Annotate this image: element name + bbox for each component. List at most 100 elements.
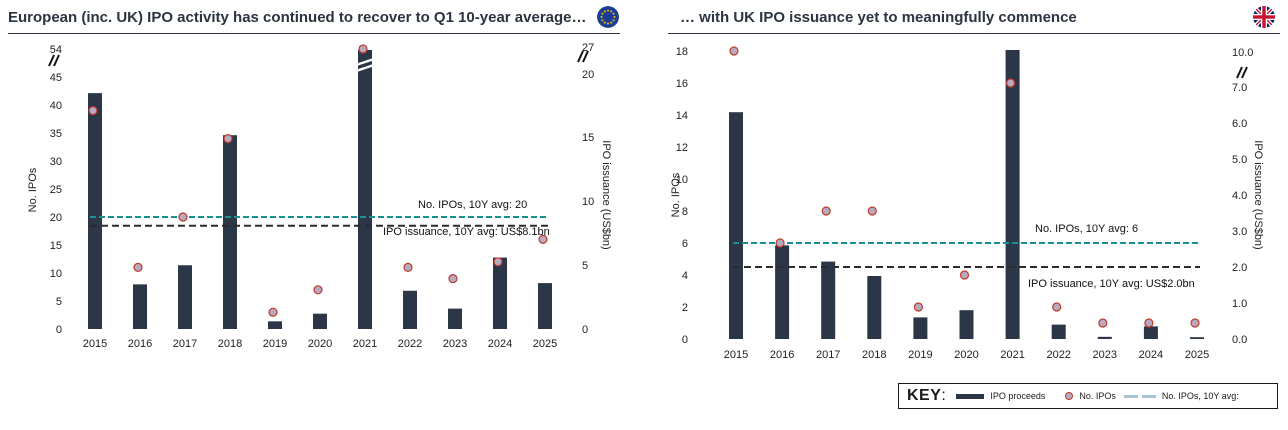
right-left-tick-label: 0	[682, 334, 688, 346]
left-ipo-count-dot	[268, 307, 278, 317]
right-ipo-avg-annotation: No. IPOs, 10Y avg: 6	[1035, 223, 1138, 235]
key-dash-swatch-2	[1141, 394, 1156, 398]
left-left-tick-label: 40	[50, 100, 62, 112]
left-ipo-count-dot	[448, 274, 458, 284]
right-ipo-count-dot	[775, 238, 785, 248]
right-chart-title: … with UK IPO issuance yet to meaningful…	[680, 9, 1077, 26]
left-left-tick-label: 20	[50, 212, 62, 224]
key-title-text: KEY	[907, 387, 942, 404]
left-right-tick-label: 10	[582, 196, 594, 208]
left-left-tick-label: 0	[56, 324, 62, 336]
right-left-tick-label: 16	[676, 78, 688, 90]
left-ipo-count-dot	[178, 212, 188, 222]
right-bar	[821, 261, 836, 339]
right-x-tick-label: 2023	[1093, 349, 1117, 361]
right-left-tick-label: 6	[682, 238, 688, 250]
right-x-tick-label: 2019	[908, 349, 932, 361]
left-bar	[313, 313, 327, 329]
left-left-tick-label: 25	[50, 184, 62, 196]
chart-key: KEY: IPO proceeds No. IPOs No. IPOs, 10Y…	[898, 383, 1278, 409]
left-chart-title: European (inc. UK) IPO activity has cont…	[8, 9, 587, 26]
right-right-tick-label: 7.0	[1232, 82, 1247, 94]
left-x-tick-label: 2020	[308, 338, 332, 350]
left-left-tick-label: 5	[56, 296, 62, 308]
left-ipo-count-dot	[223, 134, 233, 144]
right-x-tick-label: 2015	[724, 349, 748, 361]
left-bar	[448, 308, 462, 329]
right-x-tick-label: 2022	[1046, 349, 1070, 361]
key-bar-swatch	[956, 393, 985, 399]
right-bar	[1190, 337, 1204, 339]
right-right-tick-label: 2.0	[1232, 262, 1247, 274]
right-right-tick-label: 10.0	[1232, 47, 1253, 59]
right-ipo-count-dot	[867, 206, 877, 216]
right-left-tick-label: 18	[676, 46, 688, 58]
right-bar	[1005, 50, 1020, 339]
left-x-tick-label: 2025	[533, 338, 557, 350]
right-x-tick-label: 2021	[1000, 349, 1024, 361]
left-right-tick-label: 27	[582, 42, 594, 54]
left-ipo-avg-annotation: No. IPOs, 10Y avg: 20	[418, 199, 527, 211]
right-left-tick-label: 14	[676, 110, 688, 122]
left-x-tick-label: 2017	[173, 338, 197, 350]
left-x-tick-label: 2018	[218, 338, 242, 350]
left-ipo-count-dot	[88, 105, 98, 116]
right-right-tick-label: 5.0	[1232, 154, 1247, 166]
left-ipo-count-dot	[403, 262, 413, 272]
left-bar	[223, 135, 237, 329]
left-right-axis-break	[577, 50, 584, 63]
left-issuance-avg-annotation: IPO issuance, 10Y avg: US$8.1bn	[383, 226, 550, 238]
key-title: KEY:	[907, 387, 946, 405]
left-title-rule	[8, 33, 620, 34]
left-bar	[268, 321, 282, 329]
left-ipo-count-dot	[313, 285, 323, 295]
left-left-axis-break	[48, 54, 55, 67]
left-bar	[493, 257, 507, 329]
left-bar	[538, 283, 552, 329]
right-ipo-count-dot	[1052, 302, 1062, 312]
right-bar	[867, 276, 882, 339]
left-right-tick-label: 15	[582, 132, 594, 144]
right-right-axis-break	[1241, 66, 1248, 79]
right-bar	[775, 245, 790, 339]
left-left-tick-label: 30	[50, 156, 62, 168]
left-bar	[88, 93, 102, 329]
right-left-tick-label: 4	[682, 270, 688, 282]
key-dash-swatch	[1123, 394, 1138, 398]
left-bar	[133, 284, 147, 329]
right-ipo-count-dot	[959, 270, 970, 280]
right-bar	[1143, 326, 1158, 339]
key-colon: :	[941, 387, 947, 404]
left-x-tick-label: 2015	[83, 338, 107, 350]
right-ipo-count-dot	[821, 206, 831, 216]
right-issuance-avg-annotation: IPO issuance, 10Y avg: US$2.0bn	[1028, 278, 1195, 290]
left-left-tick-label: 35	[50, 128, 62, 140]
eu-flag-icon	[597, 6, 619, 28]
right-bar	[1097, 336, 1112, 339]
left-right-tick-label: 5	[582, 260, 588, 272]
uk-flag-icon	[1253, 6, 1275, 28]
left-ipo-count-dot	[133, 262, 143, 272]
left-right-tick-label: 20	[582, 69, 594, 81]
left-left-tick-label: 45	[50, 72, 62, 84]
key-dot-swatch	[1065, 392, 1074, 400]
left-ipo-count-dot	[493, 257, 503, 267]
right-right-tick-label: 0.0	[1232, 334, 1247, 346]
right-left-tick-label: 10	[676, 174, 688, 186]
right-right-axis-break	[1236, 66, 1243, 79]
right-right-tick-label: 6.0	[1232, 118, 1247, 130]
right-bar	[913, 317, 928, 339]
left-bar	[403, 290, 417, 329]
left-left-tick-label: 54	[50, 44, 62, 56]
left-x-tick-label: 2023	[443, 338, 467, 350]
right-bar	[729, 112, 743, 339]
right-bar	[959, 310, 974, 339]
right-ipo-count-dot	[1144, 318, 1154, 328]
right-x-tick-label: 2016	[770, 349, 794, 361]
right-x-tick-label: 2017	[816, 349, 840, 361]
right-ipo-count-dot	[1005, 78, 1016, 88]
right-left-tick-label: 2	[682, 302, 688, 314]
left-ipo-count-dot	[538, 234, 548, 244]
right-x-tick-label: 2024	[1139, 349, 1163, 361]
